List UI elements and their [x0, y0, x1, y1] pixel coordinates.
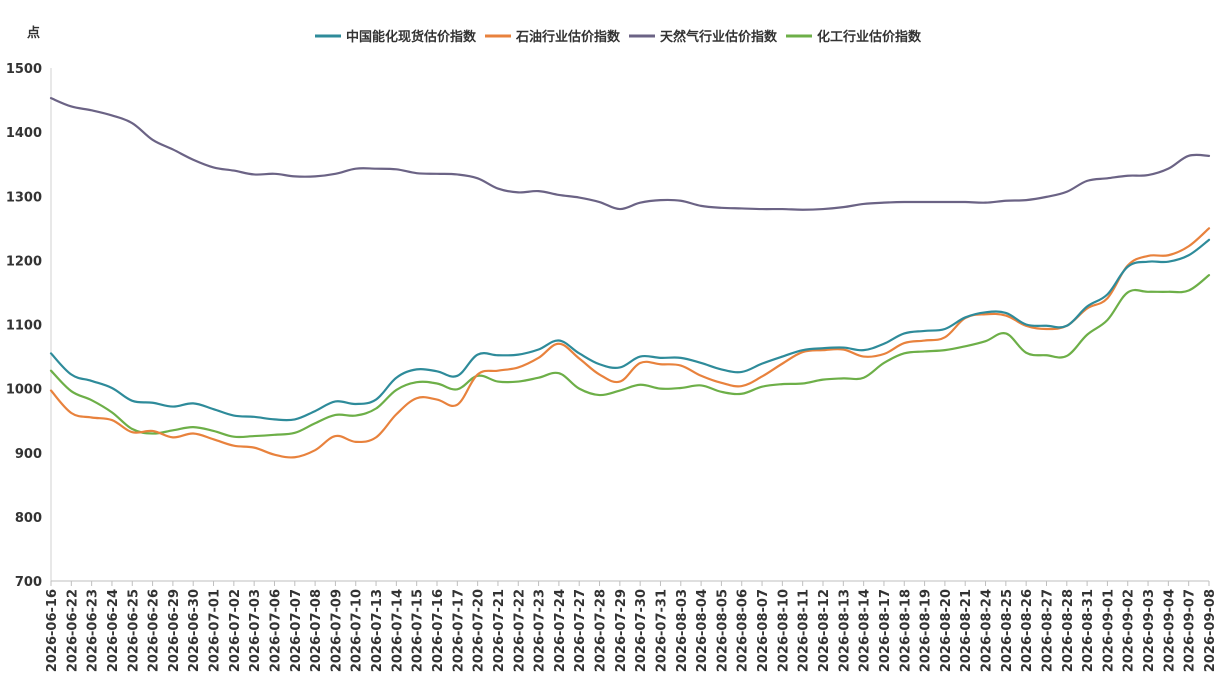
x-tick-label: 2026-07-15	[411, 589, 426, 672]
legend-item: 中国能化现货估价指数	[315, 29, 477, 45]
x-tick-label: 2026-08-21	[959, 589, 974, 672]
x-tick-label: 2026-07-10	[350, 589, 365, 672]
x-tick-label: 2026-08-06	[736, 589, 751, 672]
x-tick-label: 2026-08-18	[898, 589, 913, 672]
x-tick-label: 2026-08-11	[797, 589, 812, 672]
legend-label: 天然气行业估价指数	[660, 29, 778, 45]
x-tick-label: 2026-09-01	[1101, 589, 1116, 672]
x-tick-label: 2026-07-08	[309, 589, 324, 672]
y-tick-label: 1100	[6, 319, 42, 334]
x-tick-label: 2026-07-27	[573, 589, 588, 672]
x-tick-label: 2026-06-29	[167, 589, 182, 672]
x-tick-label: 2026-09-04	[1162, 589, 1177, 672]
series-line-2	[49, 227, 1211, 459]
x-tick-label: 2026-09-02	[1122, 589, 1137, 672]
x-tick-label: 2026-07-16	[431, 589, 446, 672]
x-tick-label: 2026-08-28	[1061, 589, 1076, 672]
series-line-4	[49, 274, 1211, 439]
x-tick-label: 2026-08-10	[776, 589, 791, 672]
x-tick-label: 2026-07-01	[208, 589, 223, 672]
y-tick-label: 1400	[6, 126, 42, 141]
x-tick-label: 2026-07-14	[390, 589, 405, 672]
x-tick-label: 2026-06-25	[126, 589, 141, 672]
x-tick-label: 2026-07-29	[614, 589, 629, 672]
legend-label: 化工行业估价指数	[817, 29, 922, 45]
y-tick-label: 1200	[6, 254, 42, 269]
x-tick-label: 2026-07-24	[553, 589, 568, 672]
x-tick-label: 2026-07-28	[594, 589, 609, 672]
x-tick-label: 2026-08-04	[695, 589, 710, 672]
legend: 中国能化现货估价指数 石油行业估价指数 天然气行业估价指数 化工行业估价指数	[315, 29, 922, 45]
x-tick-label: 2026-07-03	[248, 589, 263, 672]
x-tick-label: 2026-08-25	[1000, 589, 1015, 672]
x-tick-label: 2026-08-07	[756, 589, 771, 672]
x-axis: 2026-06-16 2026-06-22 2026-06-23 2026-06-24…	[45, 580, 1218, 672]
series-layer	[49, 97, 1211, 459]
x-tick-label: 2026-07-23	[533, 589, 548, 672]
y-tick-label: 1500	[6, 62, 42, 77]
x-tick-label: 2026-08-26	[1020, 589, 1035, 672]
x-tick-label: 2026-06-24	[106, 589, 121, 672]
x-tick-label: 2026-07-07	[289, 589, 304, 672]
x-tick-label: 2026-08-05	[715, 589, 730, 672]
x-tick-label: 2026-06-30	[187, 589, 202, 672]
series-line-3	[49, 97, 1211, 211]
x-tick-label: 2026-07-22	[512, 589, 527, 672]
legend-label: 石油行业估价指数	[515, 29, 621, 45]
y-tick-label: 700	[15, 575, 42, 590]
x-tick-label: 2026-07-17	[451, 589, 466, 672]
x-tick-label: 2026-08-17	[878, 589, 893, 672]
y-axis: 700 800 900 1000 1100 1200 1300 1400 1500	[6, 62, 52, 590]
x-tick-label: 2026-08-31	[1081, 589, 1096, 672]
x-tick-label: 2026-08-14	[858, 589, 873, 672]
x-tick-label: 2026-07-02	[228, 589, 243, 672]
x-tick-label: 2026-09-07	[1183, 589, 1198, 672]
x-tick-label: 2026-06-22	[65, 589, 80, 672]
y-axis-unit-label: 点	[27, 25, 40, 41]
x-tick-label: 2026-07-30	[634, 589, 649, 672]
x-tick-label: 2026-08-24	[980, 589, 995, 672]
x-tick-label: 2026-09-08	[1203, 589, 1218, 672]
y-tick-label: 1300	[6, 190, 42, 205]
x-tick-label: 2026-06-26	[147, 589, 162, 672]
x-tick-label: 2026-07-13	[370, 589, 385, 672]
x-tick-label: 2026-09-03	[1142, 589, 1157, 672]
legend-item: 石油行业估价指数	[485, 29, 621, 45]
x-tick-label: 2026-06-23	[86, 589, 101, 672]
x-tick-label: 2026-07-06	[268, 589, 283, 672]
x-tick-label: 2026-07-31	[654, 589, 669, 672]
x-tick-label: 2026-08-12	[817, 589, 832, 672]
x-tick-label: 2026-08-13	[837, 589, 852, 672]
y-tick-label: 900	[15, 447, 42, 462]
legend-item: 化工行业估价指数	[786, 29, 922, 45]
x-tick-label: 2026-07-21	[492, 589, 507, 672]
y-tick-label: 1000	[6, 383, 42, 398]
x-tick-label: 2026-08-27	[1040, 589, 1055, 672]
x-tick-label: 2026-07-09	[329, 589, 344, 672]
x-tick-label: 2026-08-20	[939, 589, 954, 672]
x-tick-label: 2026-06-16	[45, 589, 60, 672]
series-line-1	[49, 238, 1211, 422]
legend-label: 中国能化现货估价指数	[346, 29, 477, 45]
x-tick-label: 2026-08-19	[919, 589, 934, 672]
x-tick-label: 2026-08-03	[675, 589, 690, 672]
y-tick-label: 800	[15, 511, 42, 526]
x-tick-label: 2026-07-20	[472, 589, 487, 672]
legend-item: 天然气行业估价指数	[629, 29, 778, 45]
